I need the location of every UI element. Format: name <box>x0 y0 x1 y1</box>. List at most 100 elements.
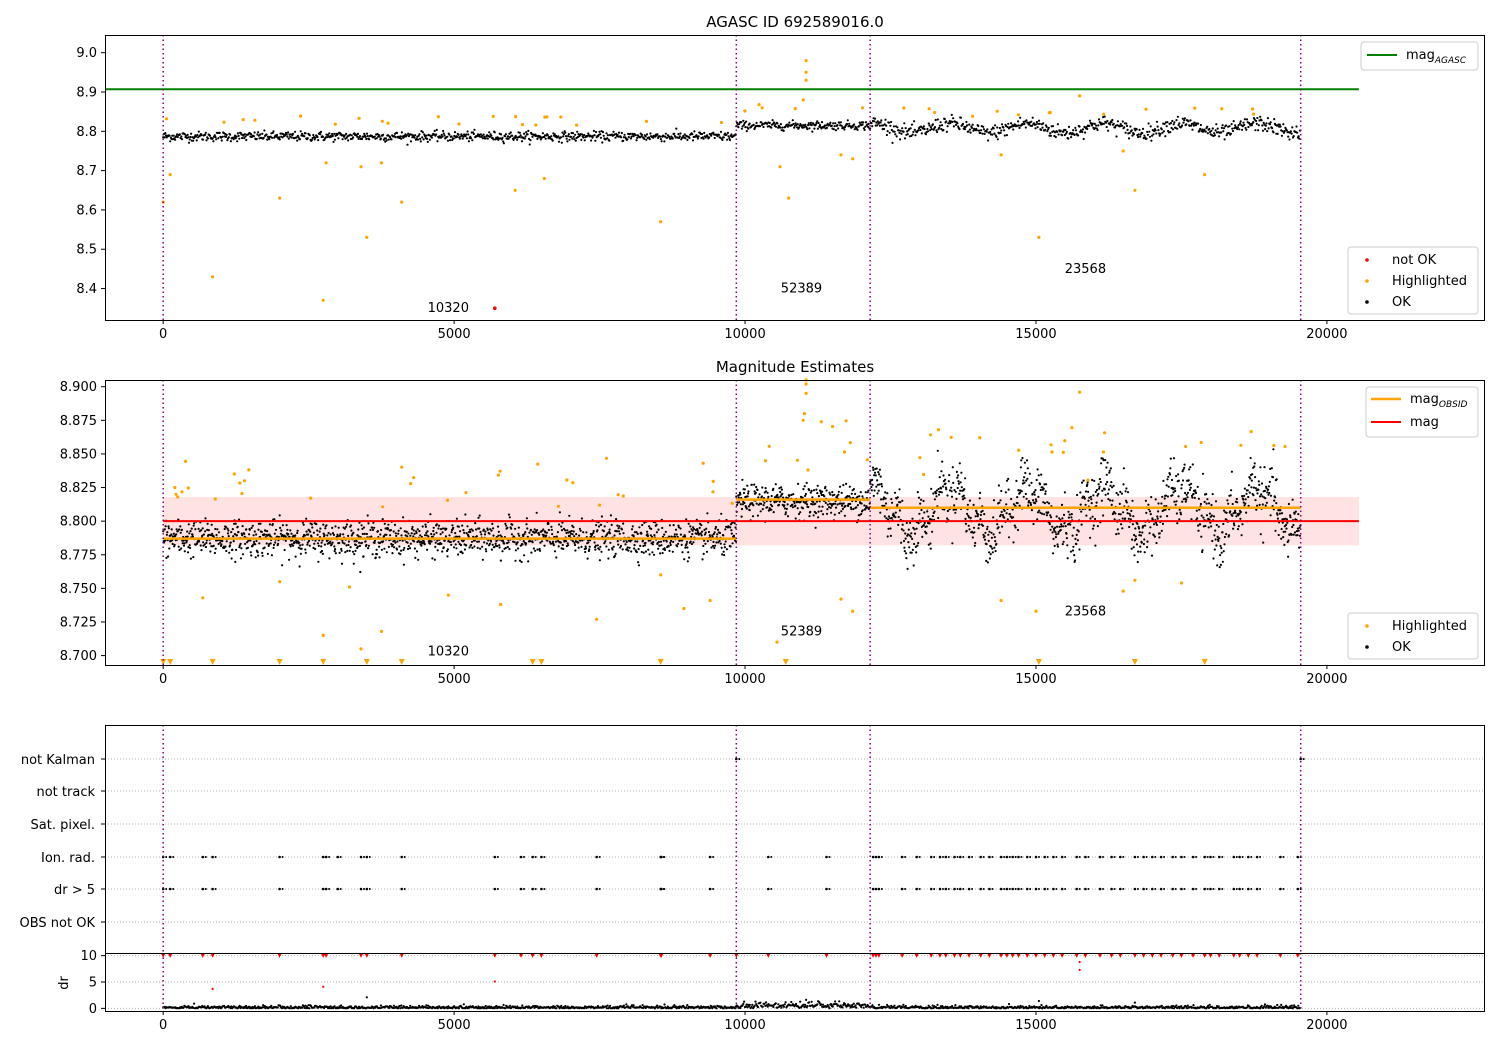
flag-point <box>938 855 942 859</box>
ok-point <box>904 127 907 130</box>
ok-point <box>923 127 926 131</box>
ok-point <box>287 533 290 536</box>
ok-point <box>695 532 698 535</box>
ok-point <box>464 513 467 516</box>
ok-point <box>334 548 337 551</box>
ok-point <box>1234 124 1237 127</box>
ok-point <box>220 139 223 142</box>
ok-point <box>1082 137 1085 141</box>
ok-point <box>416 138 420 141</box>
ok-point <box>781 126 784 129</box>
ok-point <box>804 492 808 496</box>
ok-point <box>1093 517 1097 521</box>
ok-point <box>568 138 571 141</box>
ok-point <box>1080 523 1083 526</box>
ok-point <box>1290 132 1293 135</box>
flag-point <box>1025 887 1029 891</box>
ok-point <box>1008 512 1012 516</box>
ok-point <box>365 132 369 135</box>
ok-point <box>514 527 517 530</box>
ok-point <box>925 532 928 535</box>
ok-point <box>702 137 705 140</box>
ok-point <box>1132 133 1135 136</box>
ok-point <box>200 529 203 532</box>
ok-point <box>334 552 337 555</box>
ok-point <box>1232 527 1235 530</box>
ok-point <box>1259 533 1262 536</box>
flag-point <box>363 856 365 858</box>
ok-point <box>476 540 479 543</box>
ok-point <box>1292 523 1295 527</box>
ok-point <box>1152 534 1155 537</box>
ok-point <box>632 135 635 138</box>
ok-point <box>755 502 758 505</box>
ok-point <box>368 138 371 141</box>
ok-point <box>1012 516 1015 519</box>
ok-point <box>617 527 620 530</box>
ok-point <box>1222 550 1225 553</box>
ok-point <box>940 127 943 131</box>
highlighted-point <box>180 490 184 494</box>
ok-point <box>687 522 690 525</box>
ok-point <box>1157 129 1160 132</box>
ok-point <box>773 496 777 499</box>
ok-point <box>271 523 274 526</box>
ok-point <box>728 137 731 140</box>
ok-point <box>885 133 889 137</box>
ok-point <box>473 539 476 542</box>
highlighted-point <box>247 468 251 472</box>
ok-point <box>814 502 817 505</box>
ok-point <box>226 139 229 142</box>
ok-point <box>272 130 275 133</box>
ok-point <box>477 516 480 519</box>
ok-point <box>187 523 190 526</box>
ok-point <box>1259 115 1262 118</box>
ok-point <box>891 141 894 144</box>
ok-point <box>1059 528 1062 532</box>
ok-point <box>186 535 189 538</box>
ok-point <box>833 493 836 496</box>
ok-point <box>536 548 539 551</box>
ok-point <box>946 494 949 497</box>
ok-point <box>204 530 207 533</box>
highlighted-point <box>534 123 538 127</box>
ok-point <box>266 530 269 533</box>
ok-point <box>320 541 323 544</box>
ok-point <box>429 513 432 516</box>
ok-point <box>1139 550 1142 553</box>
ok-point <box>1223 535 1226 539</box>
ok-point <box>482 528 485 531</box>
ok-point <box>285 524 288 527</box>
flag-point <box>1133 855 1137 859</box>
ok-point <box>421 525 424 528</box>
ok-point <box>945 488 948 491</box>
ok-point <box>653 534 656 537</box>
ok-point <box>531 541 534 544</box>
ok-point <box>930 487 933 490</box>
ok-point <box>1238 512 1241 515</box>
ok-point <box>1095 501 1098 504</box>
ok-point <box>998 126 1002 130</box>
ok-point <box>691 133 694 136</box>
ok-point <box>1117 493 1120 496</box>
ok-point <box>1052 537 1055 541</box>
ok-point <box>718 531 722 535</box>
ok-point <box>688 556 691 559</box>
ok-point <box>677 526 681 529</box>
ok-point <box>333 550 336 553</box>
ok-point <box>999 131 1002 134</box>
ok-point <box>887 518 890 521</box>
ok-point <box>185 539 188 543</box>
highlighted-point <box>1061 450 1065 454</box>
ok-point <box>852 507 855 511</box>
highlighted-point <box>801 98 805 102</box>
ok-point <box>566 542 569 545</box>
ok-point <box>347 540 350 543</box>
flag-point <box>1203 887 1206 891</box>
flag-point <box>944 887 948 891</box>
ok-point <box>1225 134 1228 137</box>
ok-point <box>1097 492 1100 496</box>
ok-point <box>1269 514 1272 517</box>
ok-point <box>1198 508 1201 511</box>
ok-point <box>322 523 325 526</box>
